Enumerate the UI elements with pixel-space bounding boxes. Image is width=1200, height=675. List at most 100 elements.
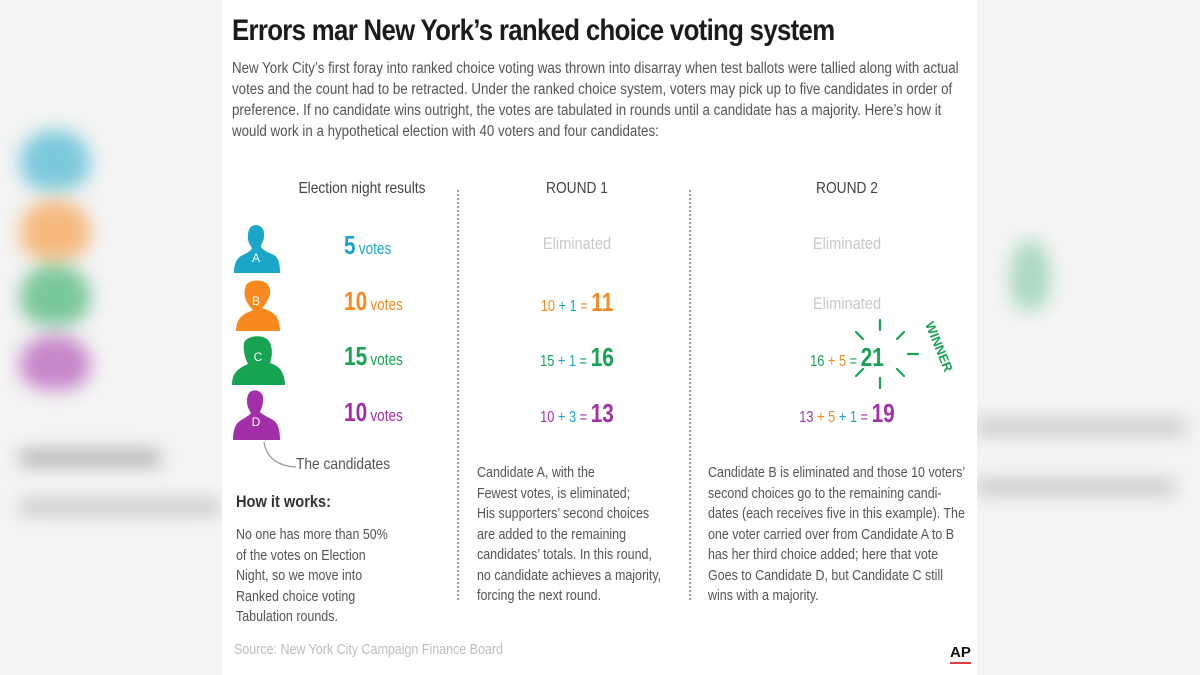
votes-a-unit: votes [358, 239, 392, 258]
votes-d-unit: votes [370, 406, 403, 425]
plus-sign: + [558, 298, 566, 315]
note-line: second choices go to the remaining candi… [708, 485, 942, 502]
source-credit: Source: New York City Campaign Finance B… [234, 642, 503, 658]
round2-a-eliminated: Eliminated [812, 234, 882, 253]
bg-text [975, 480, 1175, 494]
candidates-label: The candidates [296, 456, 391, 473]
bg-text [20, 450, 160, 466]
round2-c-total: 21 [860, 342, 884, 372]
note-line: Candidate B is eliminated and those 10 v… [708, 465, 966, 481]
note-line: No one has more than 50% [236, 527, 388, 543]
votes-a-number: 5 [344, 230, 356, 260]
round1-d-base: 10 [540, 409, 555, 426]
round1-a-eliminated: Eliminated [542, 234, 612, 253]
intro-text: New York City’s first foray into ranked … [232, 60, 959, 140]
svg-text:A: A [252, 251, 260, 265]
divider-1 [457, 190, 459, 600]
bg-figure-c [20, 265, 90, 325]
round2-c-base: 16 [810, 353, 825, 370]
column-header-election-night: Election night results [298, 180, 426, 197]
ap-logo: AP [950, 644, 971, 664]
votes-d: 10 votes [344, 397, 403, 428]
note-line: Goes to Candidate D, but Candidate C sti… [708, 567, 943, 584]
candidate-b-icon: B [230, 279, 286, 333]
round2-d-add-2: 1 [849, 409, 857, 426]
infographic-card: Errors mar New York’s ranked choice voti… [222, 0, 977, 675]
plus-sign: + [838, 409, 847, 426]
bg-figure-a [20, 130, 90, 190]
page-title: Errors mar New York’s ranked choice voti… [232, 14, 835, 47]
bg-text [975, 420, 1185, 434]
votes-a: 5 votes [344, 230, 391, 261]
note-line: forcing the next round. [477, 588, 602, 604]
note-line: His supporters’ second choices [477, 506, 650, 522]
candidate-d-icon: D [230, 388, 286, 442]
votes-d-number: 10 [344, 397, 368, 427]
round1-b-base: 10 [540, 298, 555, 315]
bg-figure-b [20, 200, 90, 260]
round1-c-total: 16 [590, 342, 614, 372]
round1-c-equation: 15 + 1 = 16 [525, 342, 629, 373]
votes-b: 10 votes [344, 286, 403, 317]
note-line: of the votes on Election [236, 547, 366, 564]
note-line: are added to the remaining [477, 526, 627, 543]
round2-c-equation: 16 + 5 = 21 [795, 342, 899, 373]
plus-sign: + [817, 409, 825, 426]
note-line: Night, so we move into [236, 568, 363, 584]
note-line: no candidate achieves a majority, [477, 567, 662, 584]
round1-b-add: 1 [569, 298, 577, 315]
round2-note: Candidate B is eliminated and those 10 v… [708, 463, 983, 607]
votes-c: 15 votes [344, 341, 403, 372]
candidate-a-icon: A [230, 222, 286, 276]
note-line: wins with a majority. [708, 588, 819, 604]
round1-c-base: 15 [540, 353, 555, 370]
equals-sign: = [579, 409, 588, 426]
svg-text:B: B [252, 294, 260, 308]
note-line: dates (each receives five in this exampl… [708, 506, 965, 522]
round1-d-total: 13 [590, 398, 614, 428]
equals-sign: = [860, 409, 869, 426]
candidates-pointer-line [263, 441, 297, 468]
svg-text:C: C [254, 350, 263, 364]
how-it-works-title: How it works: [236, 492, 332, 511]
bg-text [20, 500, 220, 514]
round2-b-eliminated: Eliminated [812, 294, 882, 313]
round1-b-equation: 10 + 1 = 11 [525, 287, 629, 318]
round2-c-add: 5 [838, 353, 847, 370]
note-line: one voter carried over from Candidate A … [708, 526, 955, 543]
divider-2 [689, 190, 691, 600]
note-line: Ranked choice voting [236, 588, 356, 605]
votes-b-number: 10 [344, 286, 368, 316]
votes-c-number: 15 [344, 341, 368, 371]
equals-sign: = [580, 298, 588, 315]
round2-d-base: 13 [799, 409, 814, 426]
winner-burst-icon: WINNER [854, 318, 952, 390]
round1-d-equation: 10 + 3 = 13 [525, 398, 629, 429]
bg-figure-d [20, 335, 90, 390]
note-line: Fewest votes, is eliminated; [477, 485, 631, 502]
column-header-round1: ROUND 1 [546, 180, 608, 197]
equals-sign: = [579, 353, 588, 370]
round2-d-equation: 13 + 5 + 1 = 19 [787, 398, 907, 429]
plus-sign: + [827, 353, 836, 370]
round1-note: Candidate A, with the Fewest votes, is e… [477, 463, 701, 607]
round1-b-total: 11 [591, 287, 614, 317]
round2-d-add-1: 5 [828, 409, 836, 426]
note-line: candidates’ totals. In this round, [477, 547, 652, 563]
note-line: has her third choice added; here that vo… [708, 547, 939, 563]
plus-sign: + [557, 409, 566, 426]
svg-text:D: D [252, 415, 261, 429]
winner-label: WINNER [922, 320, 952, 375]
column-header-round2: ROUND 2 [816, 180, 878, 197]
round1-c-add: 1 [568, 353, 577, 370]
note-line: Candidate A, with the [477, 465, 595, 481]
votes-c-unit: votes [370, 350, 403, 369]
plus-sign: + [557, 353, 566, 370]
round2-d-total: 19 [871, 398, 895, 428]
candidate-c-icon: C [230, 333, 286, 387]
bg-winner [1010, 240, 1050, 310]
note-line: Tabulation rounds. [236, 609, 338, 625]
how-it-works-text: No one has more than 50% of the votes on… [236, 525, 442, 628]
round1-d-add: 3 [568, 409, 577, 426]
